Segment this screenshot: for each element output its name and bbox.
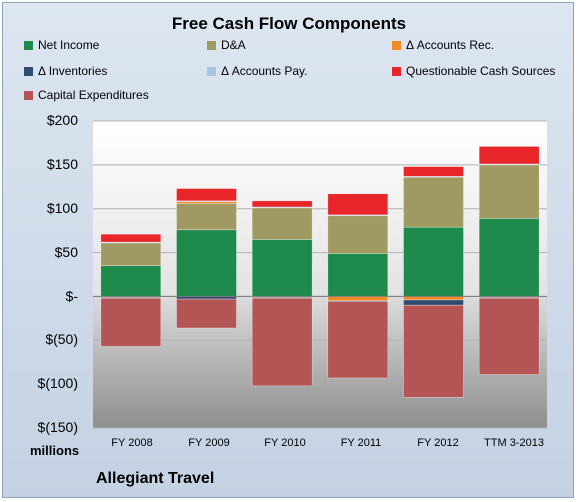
legend-swatch-capex [24,90,33,100]
x-tick-label: FY 2010 [264,437,306,449]
bar-segment-questionable-cash-sources [478,146,540,165]
bar-segment-net-income [251,239,313,297]
x-tick-label: FY 2009 [188,437,230,449]
legend-swatch-da [207,40,216,50]
legend-swatch-questionable-cash [392,66,401,76]
bar-segment-d-a [251,207,313,240]
legend-swatch-accounts-rec [392,40,401,50]
company-name: Allegiant Travel [96,470,215,487]
legend-swatch-accounts-pay [207,66,216,76]
bar-segment-net-income [100,265,162,297]
legend-item-questionable-cash: Questionable Cash Sources [392,64,555,78]
y-tick-label: $200 [46,112,78,128]
bar-segment-d-a [478,164,540,219]
x-tick-label: FY 2012 [417,437,459,449]
bar-segment-d-a [176,203,237,231]
plot-background-negative [93,296,547,428]
bar-segment-capital-expenditures [251,297,313,387]
bar-segment-questionable-cash-sources [327,193,389,216]
x-tick-label: FY 2008 [111,437,153,449]
legend-swatch-inventories [24,66,33,76]
legend-item-capex: Capital Expenditures [24,88,149,102]
units-label: millions [30,443,80,458]
bar-segment-capital-expenditures [403,304,464,398]
bar-segment-questionable-cash-sources [176,188,237,202]
bar-segment-inventories [403,299,464,306]
y-tick-label: $100 [46,200,78,216]
legend-label-capex: Capital Expenditures [38,88,149,102]
legend-item-net-income: Net Income [24,38,99,52]
legend-label-accounts-pay: Δ Accounts Pay. [221,64,308,78]
bar-segment-net-income [478,218,540,297]
bar-segment-net-income [327,253,389,297]
bar-segment-accounts-rec [327,296,389,302]
legend-item-da: D&A [207,38,246,52]
legend-item-accounts-rec: Δ Accounts Rec. [392,38,494,52]
y-tick-label: $(50) [45,331,78,347]
y-tick-label: $(150) [37,419,78,435]
legend-label-da: D&A [221,38,246,52]
y-tick-label: $150 [46,156,78,172]
legend-label-net-income: Net Income [38,38,100,52]
bar-segment-questionable-cash-sources [100,233,162,243]
y-tick-label: $- [65,288,78,304]
bar-segment-d-a [100,242,162,267]
bar-segment-capital-expenditures [478,297,540,375]
legend-label-questionable-cash: Questionable Cash Sources [406,64,556,78]
legend-swatch-net-income [24,40,33,50]
bar-segment-d-a [403,176,464,228]
legend-item-accounts-pay: Δ Accounts Pay. [207,64,308,78]
x-tick-label: FY 2011 [340,437,382,449]
bar-segment-capital-expenditures [100,297,162,347]
bar-segment-accounts-rec [403,296,464,301]
x-tick-label: TTM 3-2013 [484,437,544,449]
chart-title: Free Cash Flow Components [171,14,407,33]
bar-segment-net-income [403,226,464,297]
bar-segment-capital-expenditures [176,298,237,329]
legend-item-inventories: Δ Inventories [24,64,107,78]
legend-label-accounts-rec: Δ Accounts Rec. [406,38,495,52]
y-tick-label: $(100) [37,375,78,391]
bar-segment-questionable-cash-sources [251,200,313,208]
bar-segment-d-a [327,215,389,254]
bar-segment-capital-expenditures [327,301,389,379]
bar-segment-questionable-cash-sources [403,166,464,177]
bar-segment-net-income [176,229,237,297]
legend-label-inventories: Δ Inventories [38,64,108,78]
y-tick-label: $50 [54,244,78,260]
